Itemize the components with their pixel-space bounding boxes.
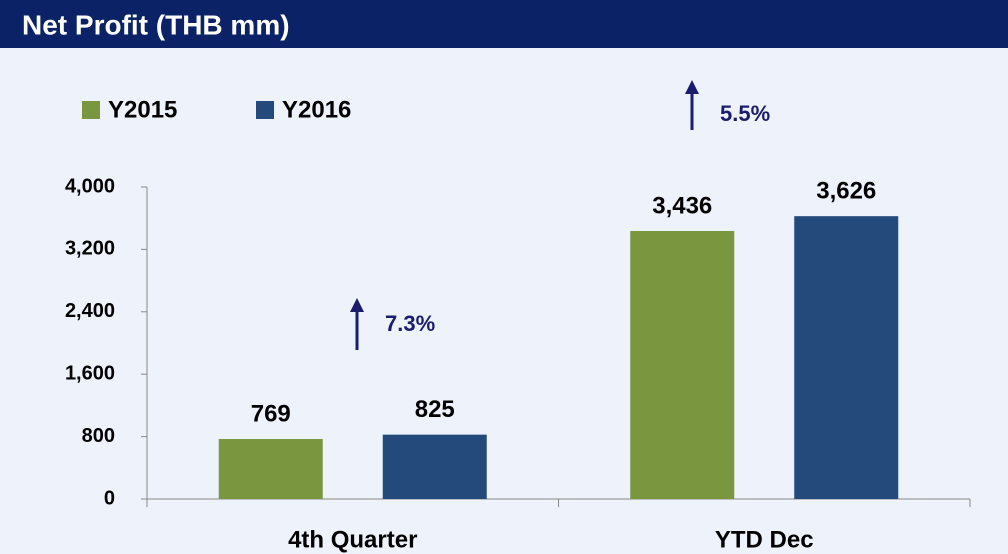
y-tick-label: 3,200 xyxy=(65,238,115,260)
legend-label: Y2016 xyxy=(282,96,351,123)
y-tick-label: 4,000 xyxy=(65,175,115,197)
value-label: 3,436 xyxy=(652,192,712,219)
y-tick-label: 2,400 xyxy=(65,300,115,322)
value-label: 769 xyxy=(251,400,291,427)
legend-swatch xyxy=(256,101,274,119)
y-tick-label: 800 xyxy=(82,425,115,447)
value-label: 3,626 xyxy=(816,178,876,205)
bar xyxy=(382,434,487,499)
y-tick-label: 0 xyxy=(104,487,115,509)
chart-title: Net Profit (THB mm) xyxy=(22,9,290,40)
header-band xyxy=(0,0,1008,48)
arrow-head xyxy=(685,80,699,94)
annotation: 5.5% xyxy=(720,101,770,126)
legend-label: Y2015 xyxy=(108,96,177,123)
arrow-head xyxy=(350,298,364,312)
value-label: 825 xyxy=(415,396,455,423)
bar xyxy=(794,216,899,499)
bar xyxy=(218,439,323,499)
legend-swatch xyxy=(82,101,100,119)
bar xyxy=(630,230,735,499)
annotation: 7.3% xyxy=(385,311,435,336)
x-tick-label: 4th Quarter xyxy=(288,526,417,553)
y-tick-label: 1,600 xyxy=(65,362,115,384)
x-tick-label: YTD Dec xyxy=(715,526,814,553)
